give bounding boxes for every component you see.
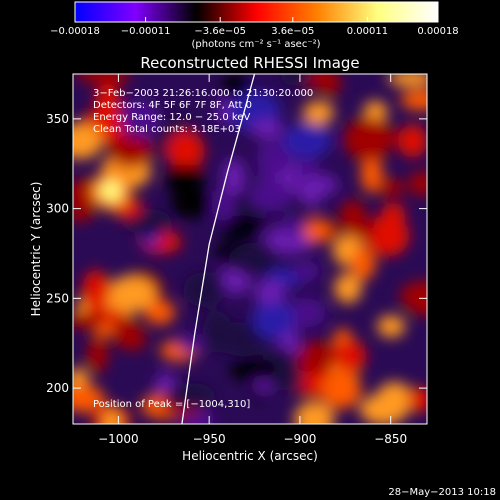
x-tick-label: −900 [283, 432, 316, 446]
y-tick-label: 200 [46, 381, 69, 395]
heatmap-blob [334, 339, 367, 373]
colorbar-unit-label: (photons cm⁻² s⁻¹ asec⁻²) [191, 39, 320, 50]
heatmap-blob [86, 274, 111, 304]
annotation-time-range: 3−Feb−2003 21:26:16.000 to 21:30:20.000 [93, 88, 313, 99]
heatmap-blob [91, 74, 130, 85]
heatmap-blob [109, 134, 153, 168]
heatmap-blob [251, 119, 284, 140]
colorbar-tick-label: 0.00011 [347, 26, 388, 37]
heatmap-blob [377, 178, 405, 197]
heatmap-blob [166, 382, 217, 410]
annotation-counts: Clean Total counts: 3.18E+03 [93, 124, 241, 135]
heatmap-blob [264, 225, 315, 254]
heatmap-blob [282, 122, 332, 159]
x-tick-label: −1000 [98, 432, 139, 446]
heatmap-blob [408, 171, 427, 197]
heatmap-blob [297, 341, 336, 375]
heatmap-blob [252, 297, 295, 339]
peak-position-label: Position of Peak = [−1004,310] [93, 399, 250, 410]
colorbar-ticks: −0.00018 −0.00011 −3.6e−05 3.6e−05 0.00011 0.… [50, 17, 459, 37]
colorbar-tick-label: 0.00018 [417, 26, 458, 37]
colorbar: −0.00018 −0.00011 −3.6e−05 3.6e−05 0.00011 0.… [50, 1, 459, 50]
heatmap-blob [399, 280, 427, 312]
heatmap-blob [228, 242, 281, 276]
heatmap-blob [253, 280, 287, 305]
plot-frame [72, 73, 428, 425]
heatmap-blob [202, 311, 233, 354]
heatmap-blob [95, 82, 121, 126]
heatmap-blobs [73, 74, 427, 424]
y-axis: 200 250 300 350 [46, 112, 427, 395]
annotation-detectors: Detectors: 4F 5F 6F 7F 8F, Att 0 [93, 100, 252, 111]
heatmap-blob [269, 370, 305, 391]
colorbar-tick-label: −0.00018 [50, 26, 100, 37]
heatmap-blob [228, 359, 279, 381]
heatmap-blob [258, 165, 280, 191]
heatmap-blob [300, 176, 322, 206]
heatmap-blob [377, 315, 406, 338]
heatmap-blob [112, 315, 138, 349]
annotation-energy-range: Energy Range: 12.0 − 25.0 keV [93, 112, 250, 123]
colorbar-tick-label: −0.00011 [121, 26, 171, 37]
heatmap-blob [211, 192, 236, 222]
y-tick-label: 300 [46, 202, 69, 216]
heatmap-blob [166, 131, 205, 172]
heatmap-blob [144, 300, 176, 325]
heatmap-blob [177, 333, 205, 353]
heatmap-blob [73, 312, 106, 330]
heatmap-blob [279, 74, 313, 87]
colorbar-tick-label: −3.6e−05 [194, 26, 246, 37]
heatmap-blob [292, 261, 320, 281]
solar-limb-line [181, 74, 256, 424]
heatmap-blob [302, 100, 335, 125]
heatmap-blob [86, 336, 108, 373]
heatmap-blob [286, 298, 326, 328]
y-tick-label: 350 [46, 112, 69, 126]
timestamp: 28−May−2013 10:18 [388, 487, 496, 498]
heatmap-blob [397, 124, 427, 158]
heatmap-blob [221, 74, 247, 100]
chart-title: Reconstructed RHESSI Image [140, 54, 359, 72]
heatmap-blob [360, 152, 383, 194]
peak-core [100, 179, 123, 202]
heatmap-blob [106, 275, 157, 313]
heatmap-blob [339, 199, 367, 235]
heatmap-blob [375, 381, 414, 419]
heatmap-blob [320, 370, 362, 409]
x-tick-label: −950 [193, 432, 226, 446]
colorbar-strip [74, 1, 439, 23]
heatmap-blob [219, 215, 264, 236]
heatmap-blob [351, 247, 376, 280]
heatmap-blob [293, 401, 335, 424]
plot-area [73, 74, 427, 424]
heatmap-blob [303, 218, 331, 243]
heatmap-blob [381, 202, 406, 227]
heatmap-blob [171, 189, 213, 219]
heatmap-blob [343, 117, 394, 161]
heatmap-blob [333, 273, 362, 304]
y-axis-label: Heliocentric Y (arcsec) [29, 182, 43, 317]
heatmap-blob [400, 89, 427, 111]
x-tick-label: −850 [374, 432, 407, 446]
heatmap-blob [183, 271, 225, 308]
y-tick-label: 250 [46, 291, 69, 305]
colorbar-tick-label: 3.6e−05 [271, 26, 314, 37]
heatmap-blob [121, 99, 161, 140]
heatmap-blob [407, 387, 427, 413]
annotations: 3−Feb−2003 21:26:16.000 to 21:30:20.000 … [93, 88, 313, 410]
heatmap-blob [73, 203, 95, 222]
heatmap-blob [166, 164, 204, 197]
heatmap-blob [281, 217, 307, 235]
x-axis-label: Heliocentric X (arcsec) [182, 449, 318, 463]
x-axis: −1000 −950 −900 −850 [98, 74, 407, 446]
heatmap-blob [102, 408, 123, 424]
heatmap-blob [73, 385, 106, 413]
heatmap-blob [248, 183, 293, 211]
heatmap-blob [387, 74, 427, 87]
heatmap-blob [73, 122, 103, 160]
